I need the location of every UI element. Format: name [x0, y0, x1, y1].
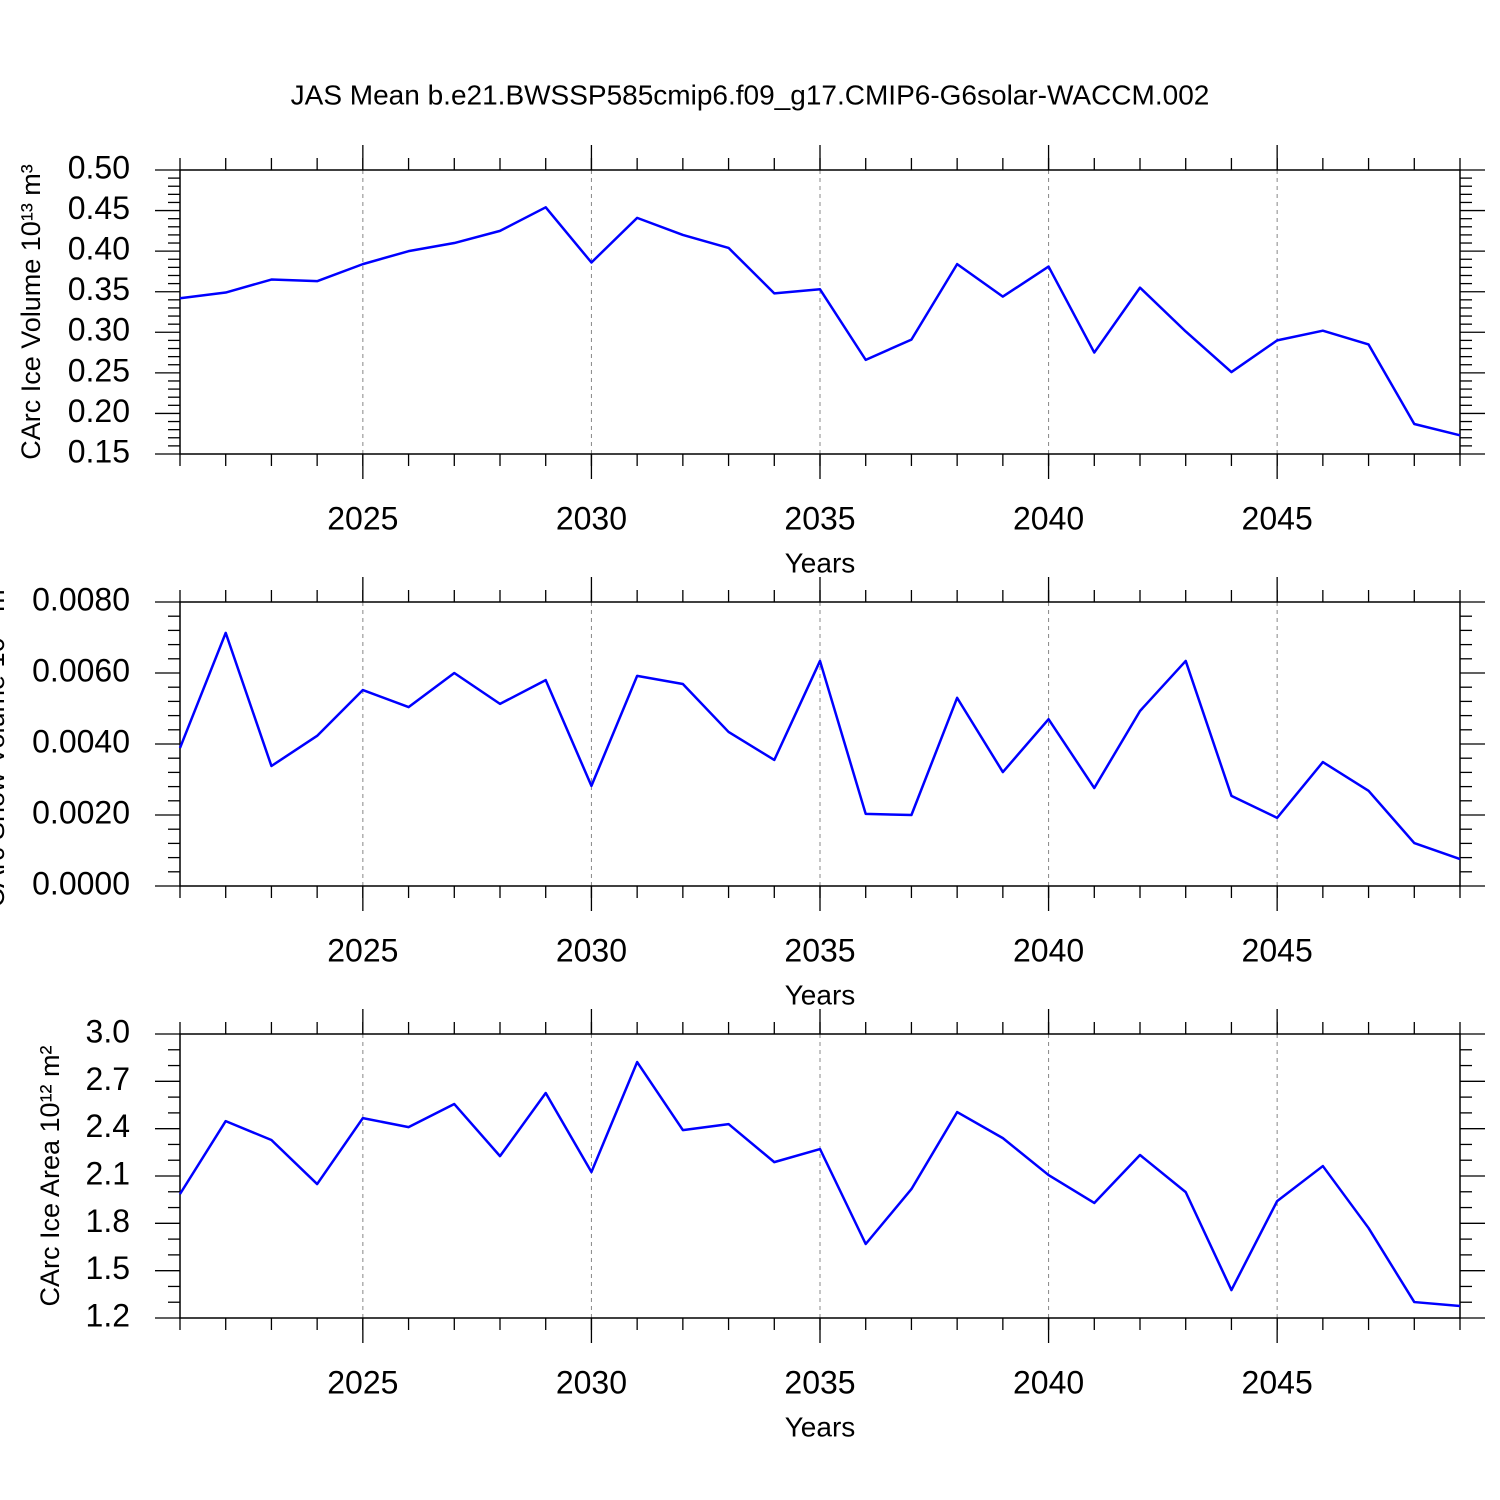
- x-tick-label: 2030: [556, 932, 627, 968]
- y-tick-label: 0.15: [68, 433, 130, 469]
- x-tick-label: 2040: [1013, 500, 1084, 536]
- y-tick-label: 0.40: [68, 231, 130, 267]
- x-tick-label: 2025: [327, 932, 398, 968]
- data-line: [178, 631, 1461, 861]
- y-tick-label: 0.0000: [32, 865, 130, 901]
- x-tick-label: 2040: [1013, 1364, 1084, 1400]
- plot-frame: [179, 601, 1461, 887]
- y-tick-label: 0.0080: [32, 581, 130, 617]
- y-tick-label: 2.4: [86, 1108, 130, 1144]
- plot-frame: [179, 169, 1461, 455]
- y-tick-label: 0.50: [68, 149, 130, 185]
- x-tick-label: 2040: [1013, 932, 1084, 968]
- y-tick-label: 0.30: [68, 312, 130, 348]
- y-tick-label: 1.8: [86, 1203, 130, 1239]
- x-tick-label: 2035: [784, 932, 855, 968]
- y-axis-label: CArc Snow Volume 10¹³ m³: [0, 580, 10, 907]
- y-axis-label: CArc Ice Volume 10¹³ m³: [16, 164, 46, 460]
- y-tick-label: 0.20: [68, 393, 130, 429]
- x-tick-label: 2030: [556, 500, 627, 536]
- y-tick-label: 0.0060: [32, 652, 130, 688]
- x-tick-label: 2025: [327, 1364, 398, 1400]
- x-tick-label: 2025: [327, 500, 398, 536]
- y-tick-label: 0.45: [68, 190, 130, 226]
- y-tick-label: 3.0: [86, 1013, 130, 1049]
- y-tick-label: 2.1: [86, 1155, 130, 1191]
- y-axis-label: CArc Ice Area 10¹² m²: [35, 1045, 65, 1306]
- plot-frame: [179, 1033, 1461, 1319]
- x-tick-label: 2035: [784, 500, 855, 536]
- y-tick-label: 2.7: [86, 1061, 130, 1097]
- data-line: [178, 1060, 1461, 1308]
- y-tick-label: 0.0040: [32, 723, 130, 759]
- x-tick-label: 2030: [556, 1364, 627, 1400]
- x-axis-label: Years: [785, 547, 856, 578]
- x-tick-label: 2045: [1242, 932, 1313, 968]
- y-tick-label: 0.35: [68, 271, 130, 307]
- x-tick-label: 2035: [784, 1364, 855, 1400]
- chart-title: JAS Mean b.e21.BWSSP585cmip6.f09_g17.CMI…: [291, 79, 1210, 110]
- y-tick-label: 0.25: [68, 352, 130, 388]
- y-tick-label: 1.2: [86, 1297, 130, 1333]
- y-tick-label: 0.0020: [32, 794, 130, 830]
- data-line: [179, 206, 1461, 437]
- x-axis-label: Years: [785, 1411, 856, 1442]
- y-tick-label: 1.5: [86, 1250, 130, 1286]
- x-axis-label: Years: [785, 979, 856, 1010]
- x-tick-label: 2045: [1242, 1364, 1313, 1400]
- x-tick-label: 2045: [1242, 500, 1313, 536]
